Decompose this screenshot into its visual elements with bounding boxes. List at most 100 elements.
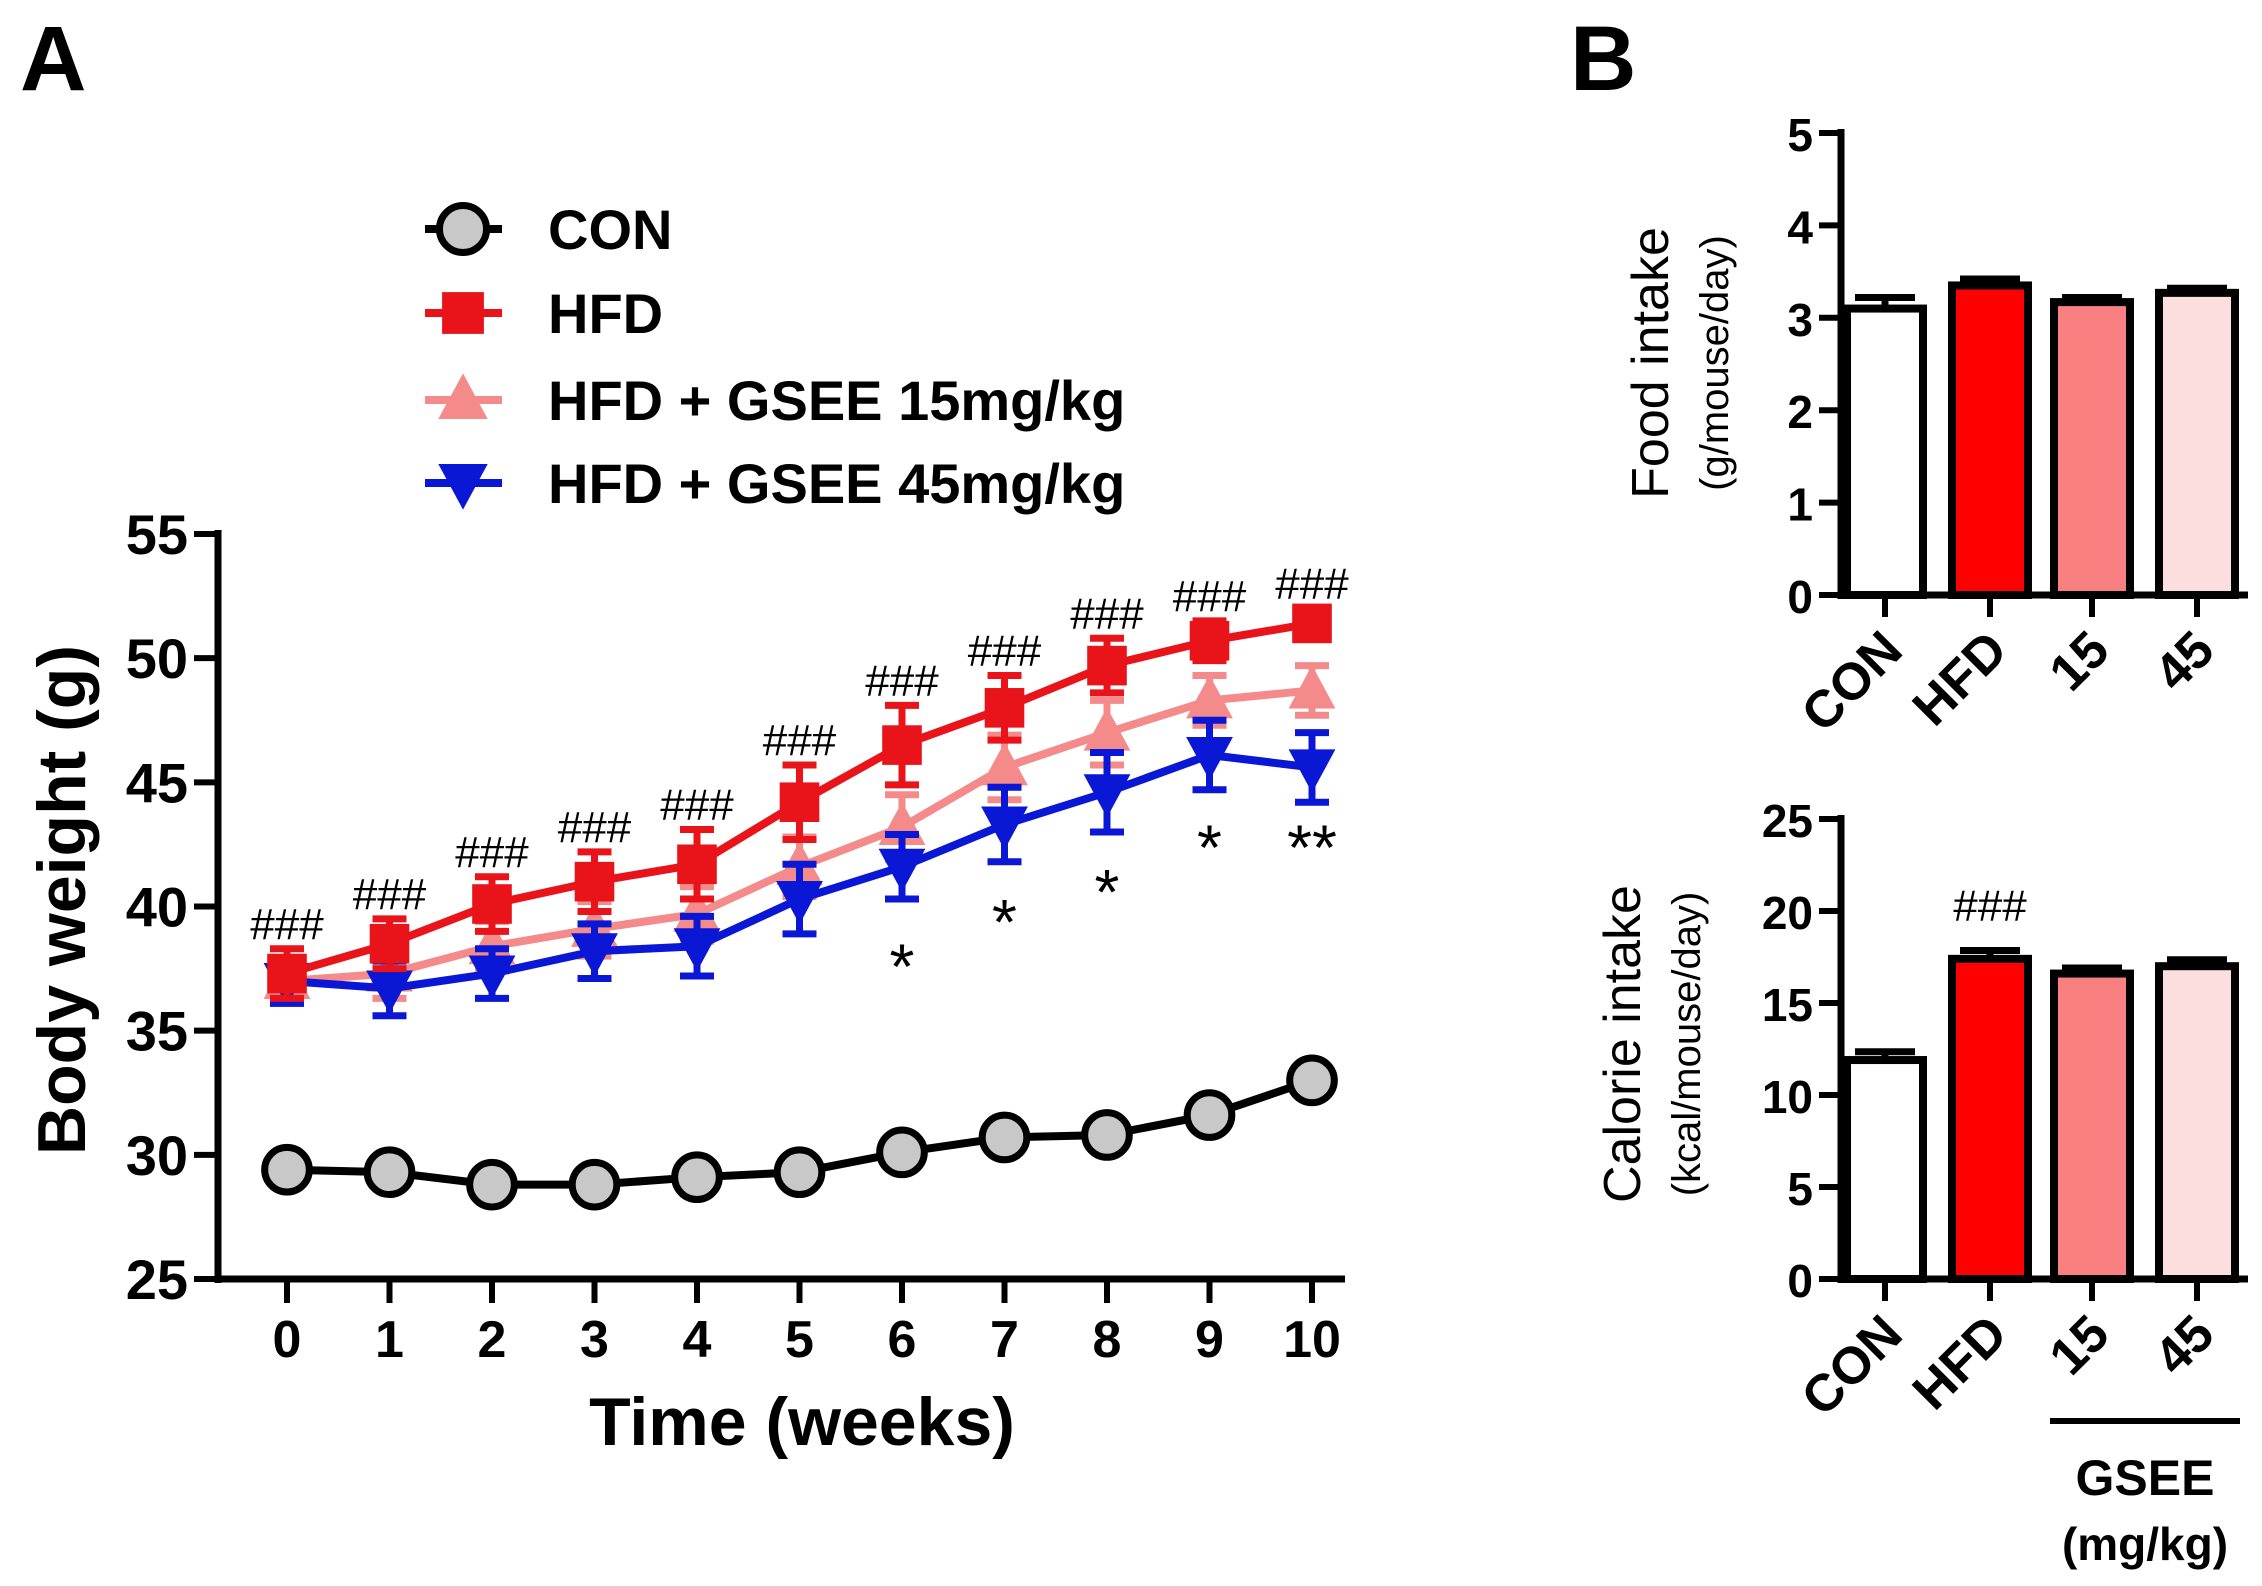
x-tick-label: HFD (1902, 620, 2019, 737)
y-tick-label: 50 (126, 627, 188, 690)
data-point (466, 1158, 518, 1211)
significance-hash: ### (968, 627, 1042, 676)
x-tick-label: 9 (1195, 1311, 1224, 1369)
group-sublabel: (mg/kg) (2062, 1518, 2228, 1570)
y-tick-label: 5 (1787, 109, 1813, 161)
data-point (779, 782, 820, 822)
data-point (1292, 603, 1332, 644)
series-hfd (267, 603, 1332, 1002)
bar-45 (2155, 288, 2239, 599)
significance-star: ** (1287, 811, 1337, 883)
y-axis-subtitle: (kcal/mouse/day) (1665, 892, 1709, 1197)
data-point (468, 955, 516, 999)
significance-star: * (1095, 856, 1120, 928)
significance-hash: ### (353, 870, 427, 919)
x-tick-label: CON (1791, 1304, 1914, 1427)
data-point (882, 725, 922, 765)
data-point (677, 844, 717, 885)
significance-hash: ### (865, 656, 939, 705)
significance-hash: ### (250, 900, 324, 949)
x-tick-label: 2 (478, 1311, 507, 1369)
x-tick-label: 15 (2039, 1304, 2121, 1386)
y-tick-label: 15 (1762, 979, 1813, 1031)
legend-label: CON (548, 198, 672, 261)
data-point (1083, 774, 1131, 818)
significance-hash: ### (455, 828, 529, 877)
y-tick-label: 40 (126, 876, 188, 939)
legend-marker (438, 464, 488, 510)
data-point (1288, 749, 1336, 793)
legend-item: HFD + GSEE 15mg/kg (425, 369, 1125, 432)
x-tick-label: 7 (990, 1311, 1019, 1369)
data-point (878, 848, 926, 892)
series-con (261, 1054, 1338, 1211)
y-tick-label: 2 (1787, 386, 1813, 438)
data-point (574, 861, 615, 902)
significance-hash: ### (763, 716, 837, 765)
y-axis-title: Food intake (1622, 227, 1680, 499)
x-tick-label: 6 (888, 1311, 917, 1369)
significance-hash: ### (1275, 560, 1349, 609)
x-tick-label: 45 (2144, 620, 2226, 702)
y-tick-label: 45 (126, 751, 188, 814)
legend: CON HFD HFD + GSEE 15mg/kg HFD + GSEE 45mg/… (425, 198, 1125, 515)
data-point (366, 970, 413, 1014)
data-point (1186, 675, 1233, 719)
legend-label: HFD (548, 282, 663, 345)
y-tick-label: 25 (126, 1248, 188, 1311)
y-tick-label: 0 (1787, 1255, 1813, 1307)
legend-label: HFD + GSEE 45mg/kg (548, 452, 1125, 515)
y-tick-label: 25 (1762, 795, 1813, 847)
data-point (267, 953, 307, 994)
group-label: GSEE (2076, 1450, 2215, 1506)
data-point (1083, 707, 1131, 751)
data-point (981, 742, 1028, 786)
x-tick-label: 45 (2144, 1304, 2226, 1386)
panel-label-b: B (1570, 8, 1636, 110)
data-point (671, 1151, 723, 1204)
x-axis-title: Time (weeks) (589, 1384, 1015, 1460)
y-axis-title: Body weight (g) (24, 645, 100, 1155)
data-point (981, 806, 1028, 850)
bar-hfd (1948, 954, 2032, 1284)
data-point (1288, 665, 1336, 709)
x-tick-label: 8 (1093, 1311, 1122, 1369)
significance-hash: ### (1953, 882, 2027, 931)
y-tick-label: 20 (1762, 887, 1813, 939)
data-point (1189, 620, 1230, 661)
legend-marker (442, 292, 484, 334)
data-point (1186, 737, 1233, 781)
y-axis-subtitle: (g/mouse/day) (1693, 235, 1737, 491)
bar-con (1843, 304, 1927, 599)
significance-hash: ### (1070, 589, 1144, 638)
y-tick-label: 35 (126, 1000, 188, 1063)
data-point (773, 1146, 826, 1199)
data-point (673, 888, 721, 932)
data-point (369, 923, 410, 964)
bar-15 (2050, 969, 2134, 1283)
bar-hfd (1948, 281, 2032, 599)
legend-label: HFD + GSEE 15mg/kg (548, 369, 1125, 432)
y-tick-label: 30 (126, 1124, 188, 1187)
legend-item: HFD + GSEE 45mg/kg (425, 452, 1125, 515)
y-tick-label: 1 (1787, 479, 1813, 531)
legend-item: CON (425, 198, 672, 261)
x-tick-label: CON (1791, 620, 1914, 743)
data-point (472, 884, 512, 924)
data-point (571, 933, 618, 977)
data-point (876, 1126, 928, 1179)
significance-star: * (1197, 811, 1222, 883)
x-tick-label: 3 (580, 1311, 609, 1369)
data-point (1286, 1054, 1338, 1107)
y-tick-label: 0 (1787, 571, 1813, 623)
significance-hash: ### (1173, 572, 1247, 621)
panel-label-a: A (20, 8, 86, 110)
legend-item: HFD (425, 282, 663, 345)
legend-marker (435, 201, 491, 257)
x-tick-label: 10 (1283, 1311, 1341, 1369)
data-point (1081, 1109, 1133, 1161)
data-point (468, 921, 516, 965)
